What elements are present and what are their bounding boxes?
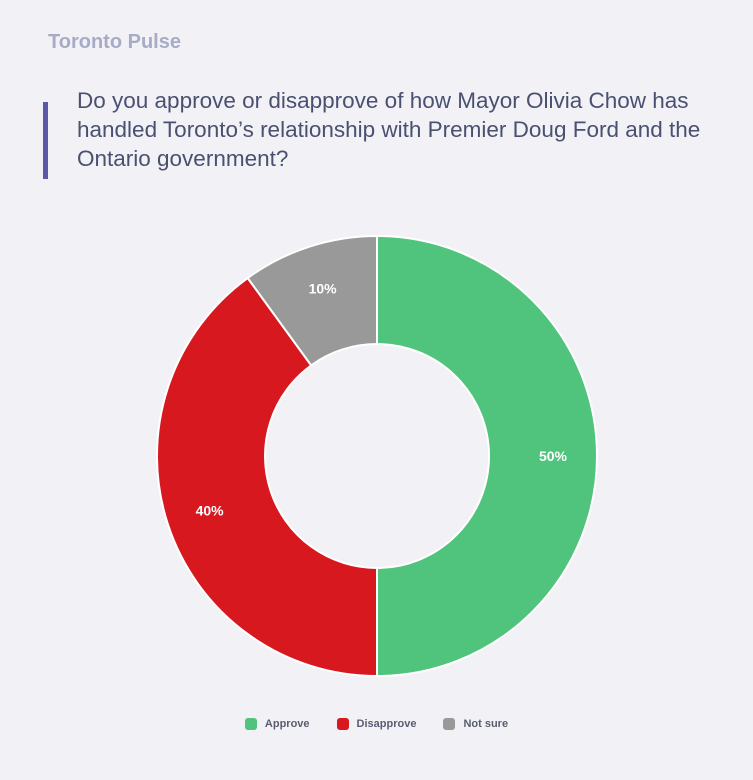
question-accent-bar	[43, 102, 48, 179]
legend-label-approve: Approve	[264, 718, 310, 730]
data-label-approve: 50%	[539, 448, 568, 464]
brand-title: Toronto Pulse	[48, 31, 181, 53]
data-label-disapprove: 40%	[196, 502, 225, 518]
slice-approve	[376, 234, 598, 678]
donut-chart: 50% 40% 10%	[156, 234, 598, 678]
legend-item-disapprove: Disapprove	[336, 718, 417, 730]
slice-not-sure	[246, 234, 378, 367]
legend-item-not-sure: Not sure	[443, 718, 508, 730]
legend-swatch-not-sure	[443, 718, 456, 730]
slice-disapprove	[156, 276, 378, 678]
legend-swatch-approve	[244, 718, 257, 730]
legend-label-not-sure: Not sure	[463, 718, 509, 730]
legend-label-disapprove: Disapprove	[356, 718, 417, 730]
chart-legend: Approve Disapprove Not sure	[0, 718, 753, 730]
question-text: Do you approve or disapprove of how Mayo…	[77, 88, 701, 171]
data-label-not-sure: 10%	[309, 281, 338, 297]
legend-swatch-disapprove	[336, 718, 349, 730]
legend-item-approve: Approve	[244, 718, 310, 730]
